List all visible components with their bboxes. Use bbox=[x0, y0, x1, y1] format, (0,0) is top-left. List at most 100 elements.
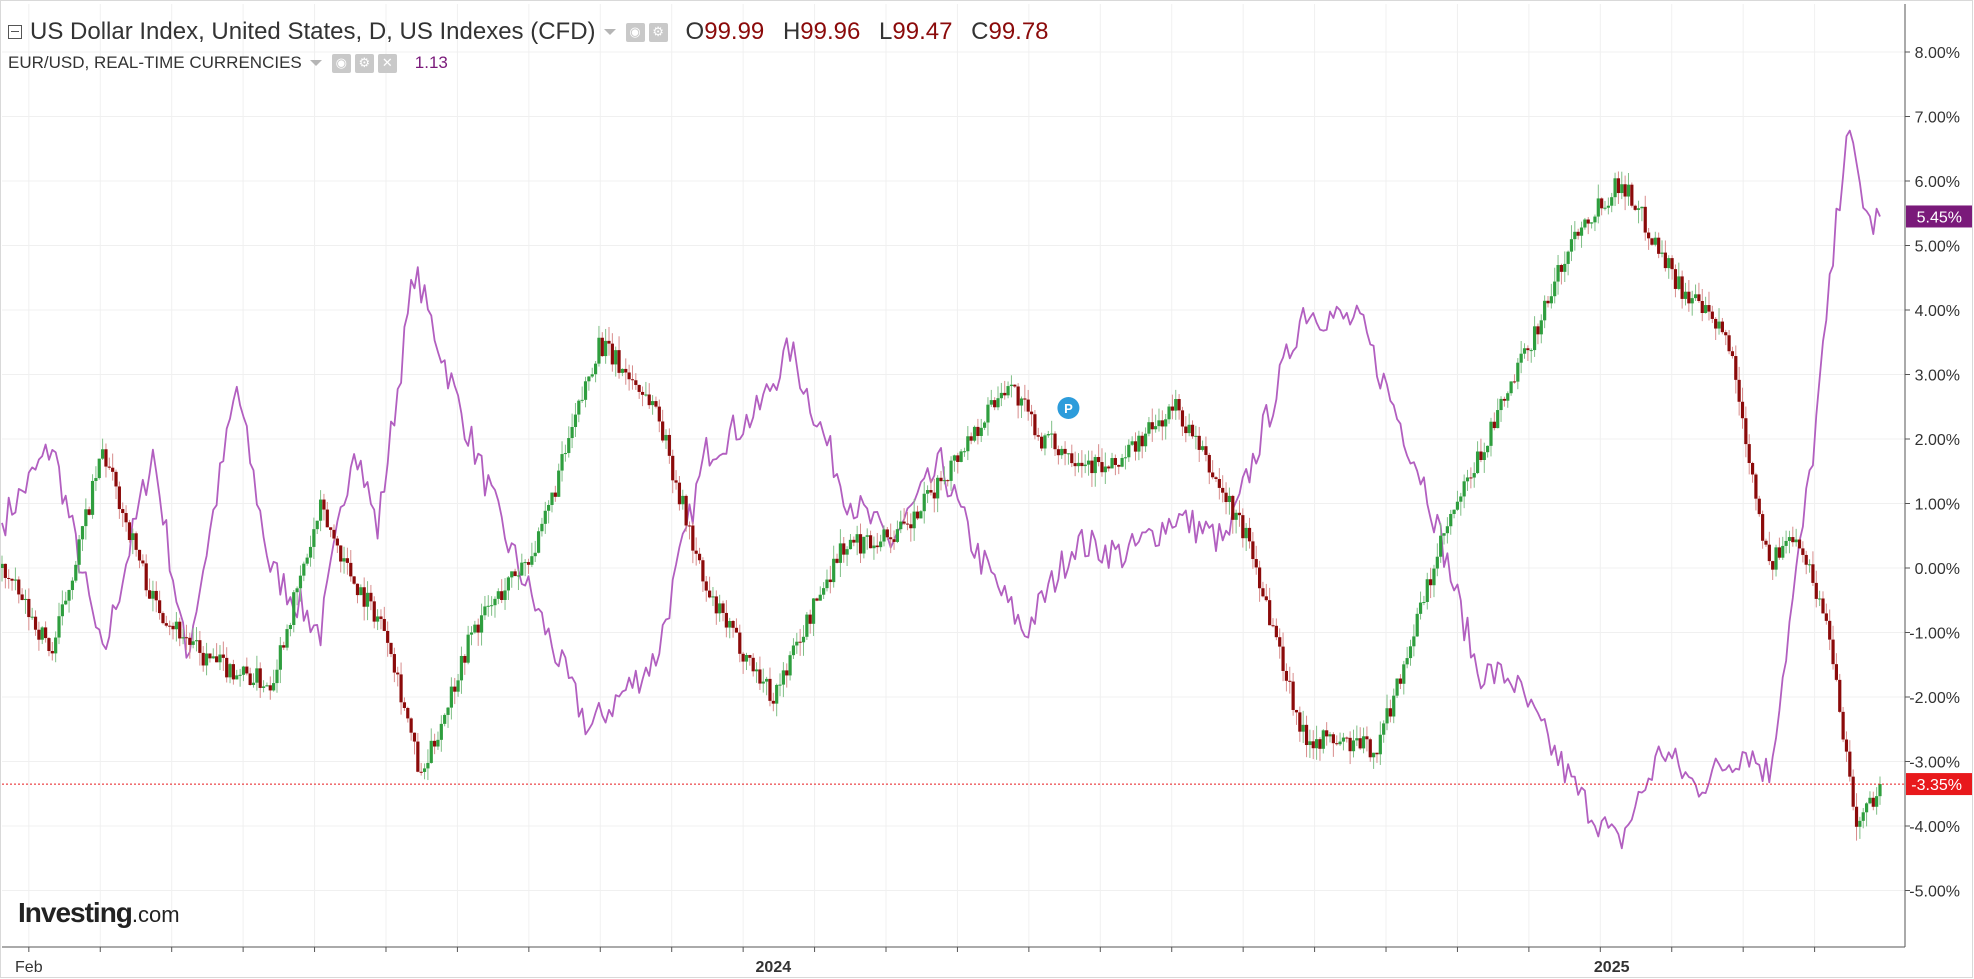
candle-body bbox=[1737, 379, 1741, 402]
candle-body bbox=[1864, 803, 1869, 813]
candle-body bbox=[718, 603, 722, 614]
candle-body bbox=[1720, 321, 1724, 333]
candle-body bbox=[1026, 399, 1030, 412]
candle-body bbox=[285, 629, 289, 648]
candle-body bbox=[1221, 487, 1225, 493]
candle-body bbox=[1878, 784, 1882, 797]
candle-body bbox=[1318, 739, 1322, 749]
candle-body bbox=[282, 645, 286, 648]
candle-body bbox=[543, 510, 547, 524]
collapse-icon[interactable] bbox=[8, 25, 22, 39]
candle-body bbox=[1184, 426, 1188, 434]
candle-body bbox=[865, 535, 869, 537]
compare-gear-icon[interactable]: ⚙ bbox=[354, 53, 374, 73]
gear-icon[interactable]: ⚙ bbox=[648, 22, 668, 42]
candle-body bbox=[1167, 406, 1171, 420]
candle-body bbox=[1761, 514, 1765, 541]
candle-body bbox=[902, 521, 906, 524]
candle-body bbox=[1143, 433, 1148, 447]
main-series-title: US Dollar Index, United States, D, US In… bbox=[30, 18, 596, 45]
candle-body bbox=[932, 492, 936, 499]
candle-body bbox=[43, 627, 48, 639]
investing-logo: Investing.com bbox=[18, 897, 180, 929]
candle-body bbox=[1405, 658, 1409, 665]
candle-body bbox=[198, 640, 202, 653]
candle-body bbox=[248, 673, 252, 686]
candle-body bbox=[174, 621, 178, 630]
candle-body bbox=[80, 526, 85, 540]
candle-body bbox=[1311, 741, 1315, 749]
candle-body bbox=[419, 771, 423, 773]
compare-eye-icon[interactable]: ◉ bbox=[331, 53, 351, 73]
low-value: 99.47 bbox=[892, 18, 953, 45]
candle-body bbox=[1543, 300, 1547, 321]
candle-body bbox=[1133, 441, 1138, 452]
candle-body bbox=[1093, 457, 1097, 474]
candle-body bbox=[630, 379, 635, 381]
candle-body bbox=[1187, 424, 1191, 434]
candle-body bbox=[919, 511, 923, 519]
candle-body bbox=[1610, 197, 1614, 206]
candle-body bbox=[101, 449, 105, 459]
candle-body bbox=[1130, 441, 1134, 445]
candle-body bbox=[634, 380, 638, 385]
caret-down-icon[interactable] bbox=[603, 29, 616, 35]
candle-body bbox=[728, 621, 732, 628]
candle-body bbox=[1801, 548, 1805, 555]
candle-body bbox=[1804, 554, 1808, 565]
candle-body bbox=[1740, 401, 1745, 419]
x-tick-label: 2025 bbox=[1594, 959, 1630, 976]
candle-body bbox=[1657, 237, 1661, 254]
candle-body bbox=[872, 545, 876, 549]
candle-body bbox=[687, 525, 692, 527]
compare-caret-down-icon[interactable] bbox=[309, 60, 322, 66]
candle-body bbox=[1372, 752, 1376, 758]
candle-body bbox=[1841, 711, 1845, 740]
candle-body bbox=[1569, 239, 1574, 252]
candle-body bbox=[1164, 419, 1168, 427]
eye-icon[interactable]: ◉ bbox=[625, 22, 645, 42]
candle-body bbox=[925, 490, 930, 494]
candle-body bbox=[909, 524, 913, 529]
candle-body bbox=[1784, 540, 1788, 546]
candle-body bbox=[292, 592, 296, 625]
candle-body bbox=[684, 495, 688, 526]
candle-body bbox=[1147, 422, 1151, 434]
candle-body bbox=[1764, 540, 1768, 545]
candle-body bbox=[1700, 301, 1704, 314]
candle-body bbox=[1724, 332, 1728, 336]
candle-body bbox=[650, 401, 655, 406]
candle-body bbox=[587, 376, 591, 382]
candle-body bbox=[168, 625, 172, 627]
candle-body bbox=[1459, 496, 1463, 502]
candle-body bbox=[1589, 222, 1594, 224]
candle-body bbox=[164, 623, 168, 626]
candle-body bbox=[1315, 739, 1319, 749]
candle-body bbox=[734, 627, 739, 633]
candle-body bbox=[721, 603, 725, 613]
candle-body bbox=[500, 591, 504, 600]
candle-body bbox=[1486, 445, 1490, 453]
candle-body bbox=[1204, 446, 1208, 455]
candle-body bbox=[1415, 613, 1419, 637]
candle-body bbox=[748, 655, 752, 658]
candle-body bbox=[1355, 738, 1359, 741]
candle-body bbox=[771, 700, 775, 704]
candle-body bbox=[295, 588, 299, 593]
candle-body bbox=[1462, 481, 1466, 497]
open-key: O bbox=[685, 18, 705, 45]
candle-body bbox=[1170, 406, 1174, 411]
close-icon[interactable]: ✕ bbox=[377, 53, 397, 73]
candle-body bbox=[369, 592, 373, 602]
candle-body bbox=[456, 680, 460, 692]
candle-body bbox=[956, 455, 960, 462]
candle-body bbox=[1854, 806, 1859, 827]
candle-body bbox=[298, 575, 303, 589]
candle-body bbox=[54, 637, 58, 654]
candle-body bbox=[37, 629, 41, 640]
candle-body bbox=[617, 350, 621, 373]
candle-body bbox=[1747, 444, 1751, 463]
